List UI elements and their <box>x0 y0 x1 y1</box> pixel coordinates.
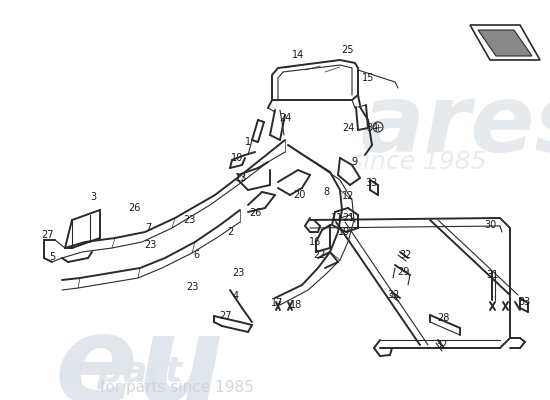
Text: since 1985: since 1985 <box>350 150 487 174</box>
Text: 22: 22 <box>314 250 326 260</box>
Polygon shape <box>478 30 532 56</box>
Text: 23: 23 <box>232 268 244 278</box>
Text: 4: 4 <box>233 291 239 301</box>
Text: 32: 32 <box>388 290 400 300</box>
Text: 14: 14 <box>292 50 304 60</box>
Text: a part: a part <box>60 355 183 389</box>
Text: 26: 26 <box>128 203 140 213</box>
Text: for parts since 1985: for parts since 1985 <box>100 380 254 395</box>
Text: 34: 34 <box>366 123 378 133</box>
Text: 27: 27 <box>42 230 54 240</box>
Text: 8: 8 <box>323 187 329 197</box>
Text: eu: eu <box>55 310 225 400</box>
Text: 19: 19 <box>338 227 350 237</box>
Text: 32: 32 <box>400 250 412 260</box>
Text: ares: ares <box>360 80 550 172</box>
Text: 21: 21 <box>342 213 354 223</box>
Text: 23: 23 <box>183 215 195 225</box>
Text: 28: 28 <box>437 313 449 323</box>
Text: 32: 32 <box>435 340 447 350</box>
Text: 27: 27 <box>220 311 232 321</box>
Text: 17: 17 <box>271 298 283 308</box>
Text: 10: 10 <box>231 153 243 163</box>
Text: 6: 6 <box>193 250 199 260</box>
Text: 20: 20 <box>293 190 305 200</box>
Text: 23: 23 <box>186 282 198 292</box>
Text: 16: 16 <box>309 237 321 247</box>
Text: 25: 25 <box>342 45 354 55</box>
Text: 1: 1 <box>245 137 251 147</box>
Text: 15: 15 <box>362 73 374 83</box>
Text: 30: 30 <box>484 220 496 230</box>
Text: 7: 7 <box>145 223 151 233</box>
Text: 24: 24 <box>342 123 354 133</box>
Text: 23: 23 <box>144 240 156 250</box>
Text: 26: 26 <box>249 208 261 218</box>
Text: 3: 3 <box>90 192 96 202</box>
Text: 9: 9 <box>351 157 357 167</box>
Text: 12: 12 <box>342 191 354 201</box>
Text: 31: 31 <box>486 270 498 280</box>
Text: 29: 29 <box>397 267 409 277</box>
Text: 13: 13 <box>235 173 247 183</box>
Text: 5: 5 <box>49 252 55 262</box>
Text: 24: 24 <box>279 113 291 123</box>
Text: 33: 33 <box>365 178 377 188</box>
Text: 2: 2 <box>227 227 233 237</box>
Text: 11: 11 <box>331 213 343 223</box>
Text: 18: 18 <box>290 300 302 310</box>
Text: 33: 33 <box>518 297 530 307</box>
Polygon shape <box>470 25 540 60</box>
